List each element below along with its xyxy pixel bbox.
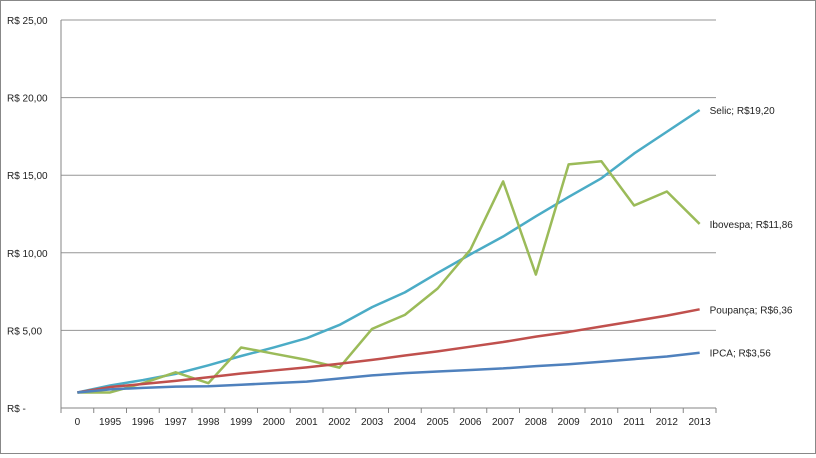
x-tick-label: 2005 — [427, 417, 450, 428]
x-tick-label: 2006 — [459, 417, 482, 428]
series-end-label: Selic; R$19,20 — [710, 106, 775, 117]
y-tick-label: R$ - — [7, 404, 26, 415]
x-tick-label: 1997 — [165, 417, 188, 428]
x-tick-label: 1998 — [197, 417, 220, 428]
x-tick-label: 1995 — [99, 417, 122, 428]
x-tick-label: 2010 — [590, 417, 613, 428]
x-tick-label: 2009 — [558, 417, 581, 428]
y-tick-label: R$ 15,00 — [7, 171, 48, 182]
y-tick-label: R$ 10,00 — [7, 249, 48, 260]
series-end-label: IPCA; R$3,56 — [710, 349, 772, 360]
x-tick-label: 2001 — [296, 417, 319, 428]
x-tick-label: 2013 — [689, 417, 712, 428]
y-tick-label: R$ 5,00 — [7, 326, 42, 337]
x-tick-label: 2004 — [394, 417, 417, 428]
x-tick-label: 2000 — [263, 417, 286, 428]
x-tick-label: 1996 — [132, 417, 155, 428]
series-line-selic — [77, 110, 699, 392]
series-end-label: Poupança; R$6,36 — [710, 305, 793, 316]
y-tick-label: R$ 25,00 — [7, 16, 48, 27]
x-tick-label: 2008 — [525, 417, 548, 428]
x-tick-label: 2003 — [361, 417, 384, 428]
x-tick-label: 1999 — [230, 417, 253, 428]
x-tick-label: 2012 — [656, 417, 679, 428]
x-tick-label: 2011 — [623, 417, 645, 428]
x-tick-label: 2002 — [328, 417, 351, 428]
series-end-label: Ibovespa; R$11,86 — [710, 220, 794, 231]
x-tick-label: 2007 — [492, 417, 515, 428]
x-tick-label: 0 — [75, 417, 81, 428]
y-tick-label: R$ 20,00 — [7, 94, 48, 105]
